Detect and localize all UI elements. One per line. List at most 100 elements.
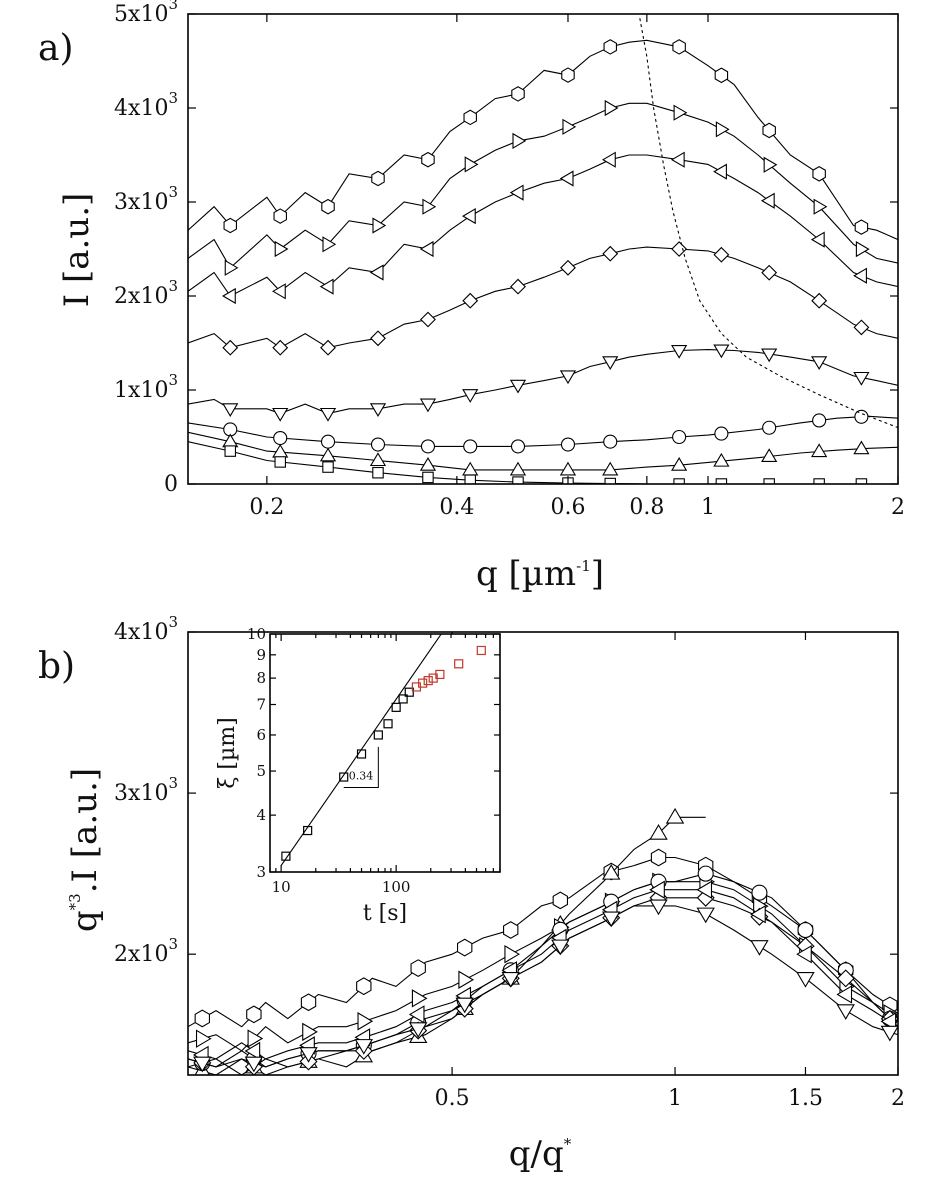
plot-frame <box>187 631 899 1076</box>
marker-diamond <box>320 339 336 356</box>
marker-triangle-right <box>464 156 479 173</box>
series-line-dotted-peak <box>639 18 898 429</box>
marker-diamond <box>560 259 576 276</box>
marker-circle <box>812 413 827 428</box>
marker-triangle-up <box>761 448 778 462</box>
inset-y-axis-label: ξ [µm] <box>215 717 240 788</box>
marker-triangle-down <box>761 348 778 363</box>
y-tick-label: 5x103 <box>114 0 178 27</box>
marker-hexagon <box>223 217 237 234</box>
marker-triangle-up <box>601 864 621 880</box>
marker-circle <box>320 434 336 449</box>
marker-hexagon <box>714 67 729 84</box>
inset-series <box>280 634 486 866</box>
slope-triangle <box>343 746 379 789</box>
marker-triangle-left <box>810 231 825 248</box>
marker-triangle-right <box>673 104 688 121</box>
marker-triangle-down <box>836 1004 855 1020</box>
marker-triangle-left <box>244 1041 261 1061</box>
marker-triangle-left <box>602 151 616 168</box>
marker-triangle-down <box>880 1025 898 1042</box>
marker-triangle-left <box>696 880 713 899</box>
x-tick-label: 0.4 <box>439 495 474 520</box>
series-line-triangle-right <box>188 102 898 269</box>
inset-chart: 0.34 10 100 3 4 5 6 7 8 9 10 t [s] ξ [µm] <box>215 625 501 926</box>
marker-hexagon <box>421 151 435 168</box>
marker-triangle-right <box>512 132 527 150</box>
marker-hexagon <box>812 166 826 182</box>
marker-triangle-left <box>369 264 384 281</box>
series-line-triangle-up <box>188 431 898 471</box>
marker-hexagon <box>273 208 287 224</box>
marker-triangle-left <box>222 287 236 305</box>
marker-diamond <box>510 278 526 295</box>
marker-triangle-down <box>244 1056 264 1073</box>
marker-triangle-down <box>559 370 577 385</box>
marker-circle <box>560 437 576 452</box>
marker-diamond <box>853 319 870 336</box>
marker-triangle-down <box>455 997 474 1014</box>
inset-x-tick-label: 10 <box>272 878 291 896</box>
series-line-triangle-left <box>188 154 898 297</box>
marker-triangle-right <box>411 989 428 1008</box>
marker-square <box>322 461 334 473</box>
inset-point-early <box>404 687 414 697</box>
marker-triangle-right <box>715 121 730 138</box>
y-tick-label: 4x103 <box>114 89 178 121</box>
marker-triangle-down <box>222 403 239 418</box>
marker-triangle-down <box>811 356 828 371</box>
marker-triangle-down <box>354 1039 374 1055</box>
marker-circle <box>751 884 768 901</box>
marker-triangle-down <box>796 972 815 988</box>
marker-hexagon <box>356 977 372 996</box>
marker-diamond <box>370 330 386 347</box>
panel-a: 0.2 0.4 0.6 0.8 1 2 0 1x103 2x103 3x103 4x103 5x103… <box>38 0 905 594</box>
marker-triangle-down <box>462 389 479 403</box>
marker-triangle-right <box>322 236 337 253</box>
marker-triangle-down <box>501 972 520 988</box>
inset-point-late <box>454 659 464 669</box>
marker-triangle-down <box>299 1047 318 1063</box>
marker-hexagon <box>410 959 426 977</box>
x-tick-label: 0.5 <box>435 1086 470 1111</box>
marker-triangle-down <box>419 398 437 413</box>
marker-diamond <box>462 292 479 309</box>
marker-triangle-right <box>247 1029 264 1048</box>
x-tick-label: 2 <box>891 1086 905 1111</box>
marker-triangle-down <box>369 403 387 418</box>
marker-circle <box>762 420 777 435</box>
marker-triangle-right <box>224 259 239 276</box>
marker-triangle-down <box>649 899 668 916</box>
marker-hexagon <box>194 1009 210 1028</box>
marker-triangle-left <box>319 278 334 295</box>
marker-diamond <box>602 245 619 262</box>
y-tick-label: 3x103 <box>114 774 178 806</box>
marker-square <box>464 474 476 484</box>
marker-diamond <box>761 264 778 281</box>
x-tick-label: 1 <box>668 1086 682 1111</box>
marker-triangle-left <box>853 267 867 284</box>
marker-circle <box>714 426 729 441</box>
inset-point-early <box>383 719 393 729</box>
marker-circle <box>463 439 478 454</box>
marker-triangle-left <box>419 240 434 258</box>
marker-hexagon <box>672 39 686 55</box>
marker-triangle-up <box>713 452 730 467</box>
marker-triangle-left <box>461 207 476 225</box>
marker-triangle-left <box>271 283 286 300</box>
marker-triangle-left <box>649 880 665 899</box>
y-tick-label: 4x103 <box>114 613 178 645</box>
marker-triangle-up <box>853 440 870 455</box>
marker-triangle-up <box>369 452 387 467</box>
panel-label-b: b) <box>38 646 75 687</box>
y-tick-label: 2x103 <box>114 935 178 967</box>
marker-triangle-left <box>760 192 775 209</box>
marker-circle <box>697 865 714 882</box>
inset-point-late <box>418 678 428 688</box>
marker-triangle-down <box>319 407 337 422</box>
inset-y-tick-label: 6 <box>256 726 266 744</box>
marker-hexagon <box>300 993 317 1012</box>
inset-fit-line <box>280 634 442 866</box>
marker-square <box>224 445 237 457</box>
marker-square <box>274 456 286 468</box>
